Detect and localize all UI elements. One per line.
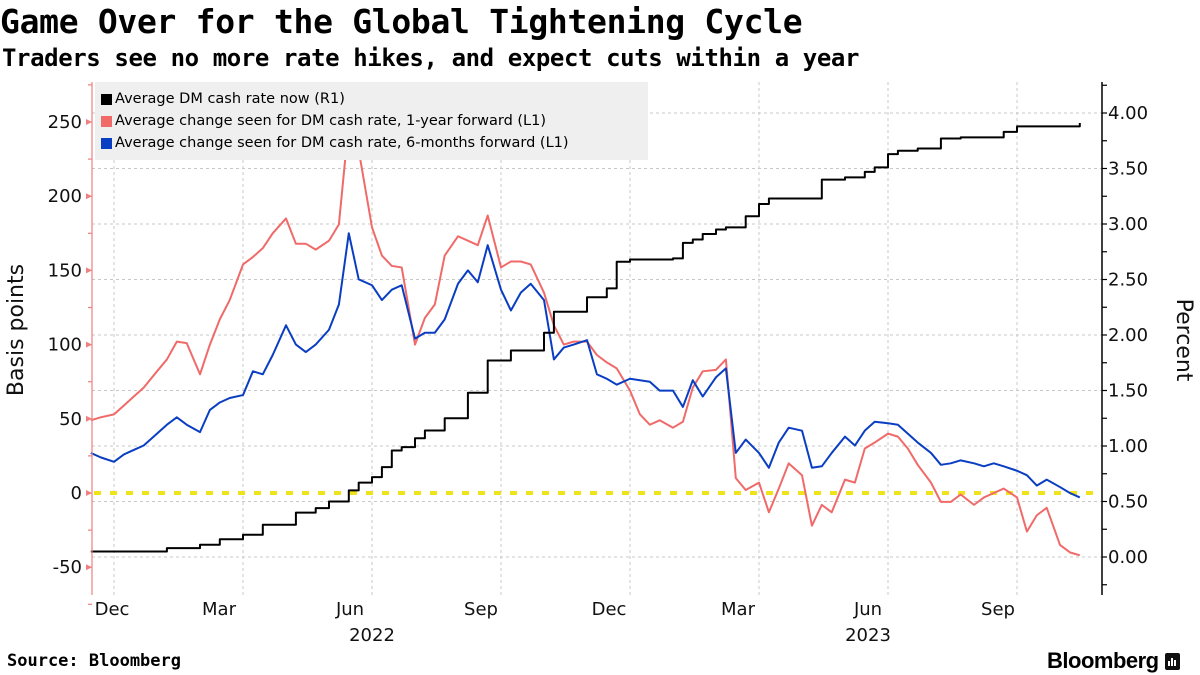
left-tick-label: -50 bbox=[53, 557, 82, 578]
x-tick-label: Jun bbox=[335, 599, 364, 620]
x-tick-label: Mar bbox=[202, 599, 237, 620]
left-tick-mark bbox=[86, 415, 92, 422]
left-tick-mark bbox=[86, 564, 92, 571]
left-tick-mark bbox=[86, 490, 92, 496]
legend-item-one-year: Average change seen for DM cash rate, 1-… bbox=[101, 113, 546, 129]
gridlines bbox=[92, 82, 1102, 595]
right-tick-label: 3.00 bbox=[1108, 214, 1148, 235]
left-tick-label: 200 bbox=[48, 186, 82, 207]
axes: 250 200 150 100 50 0 -50 4.00 3.50 3.00 2.50 2.00 1.… bbox=[48, 82, 1148, 646]
chart-subtitle: Traders see no more rate hikes, and expe… bbox=[2, 44, 860, 72]
x-tick-label: Mar bbox=[721, 599, 756, 620]
left-tick-mark bbox=[86, 119, 92, 125]
x-tick-label: Dec bbox=[95, 599, 130, 620]
bar-chart-icon bbox=[1164, 652, 1180, 670]
legend-label: Average DM cash rate now (R1) bbox=[115, 91, 345, 107]
bloomberg-logo: Bloomberg bbox=[1047, 648, 1180, 674]
logo-text: Bloomberg bbox=[1047, 648, 1159, 673]
left-tick-label: 150 bbox=[48, 260, 82, 281]
legend-label: Average change seen for DM cash rate, 6-… bbox=[115, 135, 569, 151]
right-tick-label: 0.50 bbox=[1108, 492, 1148, 513]
right-tick-label: 1.50 bbox=[1108, 381, 1148, 402]
chart-title: Game Over for the Global Tightening Cycl… bbox=[0, 2, 803, 41]
x-year-label: 2023 bbox=[845, 625, 891, 646]
x-tick-label: Sep bbox=[464, 599, 498, 620]
legend-swatch-blue bbox=[101, 137, 112, 149]
right-tick-label: 3.50 bbox=[1108, 159, 1148, 180]
left-tick-label: 250 bbox=[48, 112, 82, 133]
x-tick-label: Jun bbox=[853, 599, 882, 620]
left-tick-mark bbox=[86, 193, 92, 200]
legend-item-cash-rate: Average DM cash rate now (R1) bbox=[101, 91, 345, 107]
legend-item-six-month: Average change seen for DM cash rate, 6-… bbox=[101, 135, 569, 151]
legend-swatch-black bbox=[101, 93, 112, 105]
right-tick-label: 2.00 bbox=[1108, 325, 1148, 346]
left-tick-mark bbox=[86, 341, 92, 348]
left-tick-label: 0 bbox=[71, 483, 82, 504]
legend: Average DM cash rate now (R1) Average ch… bbox=[95, 82, 648, 160]
left-tick-label: 50 bbox=[59, 409, 82, 430]
right-tick-label: 4.00 bbox=[1108, 103, 1148, 124]
series-lines bbox=[90, 121, 1081, 557]
left-tick-label: 100 bbox=[48, 335, 82, 356]
left-axis-title: Basis points bbox=[4, 264, 29, 396]
one-year-forward-line bbox=[90, 121, 1081, 557]
cash-rate-line bbox=[90, 122, 1081, 553]
right-tick-label: 2.50 bbox=[1108, 270, 1148, 291]
legend-label: Average change seen for DM cash rate, 1-… bbox=[115, 113, 547, 129]
x-tick-label: Dec bbox=[592, 599, 627, 620]
legend-swatch-red bbox=[101, 115, 112, 127]
right-tick-label: 0.00 bbox=[1108, 547, 1148, 568]
x-year-label: 2022 bbox=[349, 625, 395, 646]
source-note: Source: Bloomberg bbox=[7, 651, 181, 671]
right-axis-title: Percent bbox=[1171, 299, 1196, 382]
right-tick-label: 1.00 bbox=[1108, 436, 1148, 457]
left-tick-mark bbox=[86, 267, 92, 274]
x-tick-label: Sep bbox=[981, 599, 1015, 620]
